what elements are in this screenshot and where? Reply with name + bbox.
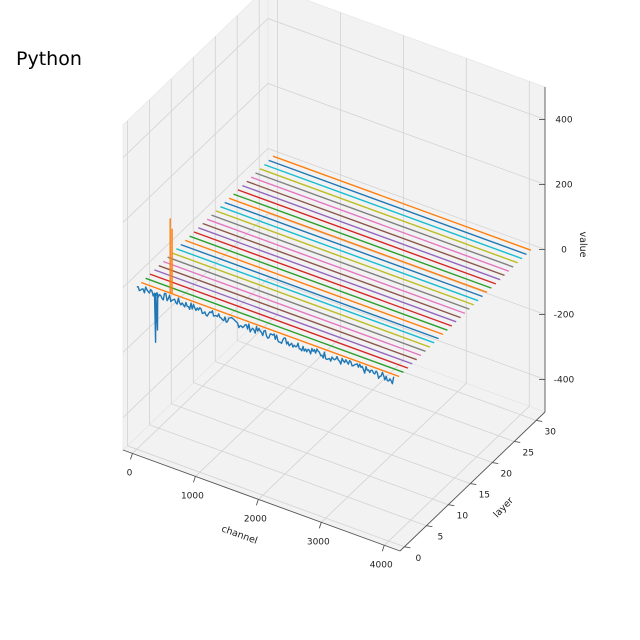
chart-grid (122, 0, 546, 548)
series-line-layer-7 (167, 256, 426, 352)
y-axis-line (399, 411, 546, 552)
series-line-layer-6 (162, 260, 422, 357)
z-gridline (122, 213, 546, 353)
series-line-layer-28 (259, 168, 518, 264)
series-line-layer-22 (233, 193, 492, 289)
series-line-layer-25 (246, 180, 505, 277)
series-line-layer-4 (154, 269, 413, 365)
x-axis-line (122, 449, 401, 552)
y-axis-label: layer (491, 495, 516, 520)
y-gridline (236, 15, 515, 442)
z-tick-label: 0 (561, 246, 567, 256)
series-line-layer-26 (250, 176, 510, 272)
series-line-layer-9 (176, 248, 435, 344)
y-tick (426, 525, 433, 528)
y-tick-label: 10 (457, 512, 469, 522)
series-line-layer-29 (264, 163, 523, 260)
y-tick (470, 483, 477, 486)
x-tick-label: 4000 (370, 560, 393, 570)
series-line-layer-1 (140, 281, 400, 378)
y-gridline (148, 99, 427, 527)
y-gridline (192, 57, 471, 484)
z-gridline (122, 148, 546, 288)
series-line-layer-27 (255, 172, 514, 268)
series-line-layer-23 (237, 189, 497, 285)
x-tick-label: 0 (127, 468, 133, 478)
y-tick-label: 20 (501, 470, 513, 480)
left-pane (122, 0, 269, 451)
series-line-layer-17 (211, 214, 470, 310)
z-gridline (122, 18, 546, 158)
y-gridline (214, 36, 493, 463)
series-line-layer-19 (220, 206, 479, 302)
series-line-layer-12 (189, 235, 448, 331)
series-line-layer-30 (268, 159, 527, 256)
x-tick (130, 453, 133, 460)
series-line-layer-0 (136, 286, 395, 385)
z-gridline (122, 83, 546, 223)
series-line-layer-20 (224, 201, 483, 298)
y-tick (448, 504, 455, 507)
y-tick (514, 441, 521, 443)
chart-axes: 0 1000 2000 3000 4000 0 5 10 15 20 25 30 -400 -200 0 20… (122, 87, 588, 570)
z-tick-label: 200 (555, 181, 572, 191)
series-line-layer-15 (202, 222, 461, 319)
z-gridline (122, 278, 546, 418)
chart-panes (122, 0, 546, 552)
y-gridline (127, 120, 405, 548)
x-tick (381, 545, 385, 552)
series-line-layer-21 (228, 197, 488, 293)
y-tick (404, 546, 411, 549)
x-tick-label: 1000 (181, 491, 204, 501)
y-tick (536, 419, 543, 422)
x-tick (192, 476, 196, 483)
series-line-layer-24 (242, 184, 501, 281)
series-line-layer-10 (180, 243, 439, 340)
x-tick (318, 522, 322, 529)
series-line-layer-14 (198, 227, 457, 323)
y-gridline (170, 78, 449, 506)
x-axis-label: channel (220, 524, 259, 547)
series-line-layer-5 (158, 265, 417, 361)
page-title: Python (16, 48, 82, 70)
z-tick-label: 400 (555, 116, 572, 126)
y-tick-label: 5 (437, 533, 443, 543)
x-tick (255, 499, 259, 506)
y-tick-label: 25 (523, 448, 534, 458)
y-tick-label: 15 (479, 491, 490, 501)
series-line-layer-18 (215, 210, 475, 306)
z-axis-label: value (577, 232, 588, 258)
y-tick-label: 0 (416, 554, 422, 564)
series-line-layer-3 (149, 273, 409, 369)
x-tick-label: 3000 (307, 537, 330, 547)
series-line-layer-16 (206, 218, 466, 315)
series-line-layer-2 (145, 277, 404, 373)
y-tick-label: 30 (544, 427, 556, 437)
series-line-layer-13 (193, 231, 453, 327)
z-tick-label: -400 (554, 376, 575, 386)
y-tick (492, 462, 499, 464)
z-tick-label: -200 (554, 311, 575, 321)
chart-series (136, 155, 532, 385)
series-line-layer-8 (171, 252, 431, 348)
series-line-layer-11 (184, 239, 444, 336)
x-tick-label: 2000 (244, 514, 267, 524)
series-line-layer-31 (272, 155, 532, 251)
